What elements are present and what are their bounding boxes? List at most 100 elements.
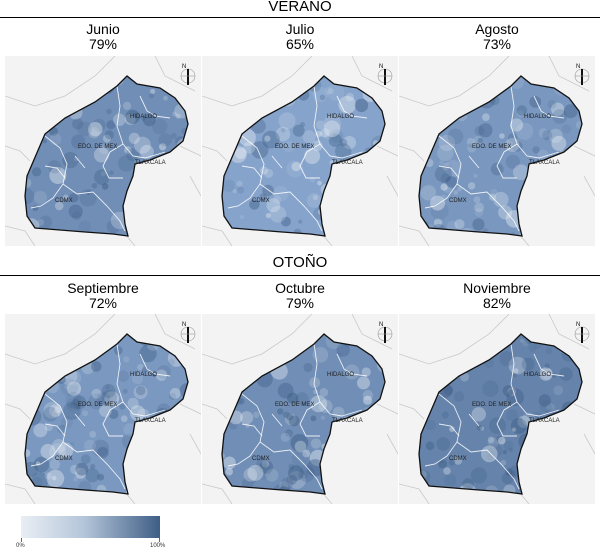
svg-text:N: N bbox=[182, 64, 186, 70]
road-line bbox=[399, 225, 430, 246]
svg-text:N: N bbox=[379, 64, 383, 70]
road-line bbox=[548, 314, 590, 350]
state-label-hidalgo: HIDALGO bbox=[327, 114, 354, 120]
state-label-cdmx: CDMX bbox=[449, 198, 467, 204]
road-line bbox=[5, 56, 116, 107]
road-line bbox=[202, 145, 228, 162]
state-label-cdmx: CDMX bbox=[449, 456, 467, 462]
road-line bbox=[386, 433, 398, 455]
road-line bbox=[583, 175, 595, 197]
road-line bbox=[573, 145, 595, 157]
road-line bbox=[5, 145, 31, 162]
municipal-boundary bbox=[62, 183, 126, 232]
map-canvas: HIDALGO EDO. DE MEX TLAXCALA CDMX N bbox=[5, 56, 201, 246]
road-line bbox=[376, 403, 398, 415]
road-line bbox=[399, 314, 510, 365]
panel-header-septiembre: Septiembre 72% bbox=[5, 281, 201, 311]
road-line bbox=[399, 483, 430, 504]
legend-tick bbox=[21, 538, 22, 542]
percent-value: 73% bbox=[482, 36, 512, 52]
state-label-hidalgo: HIDALGO bbox=[524, 114, 551, 120]
state-label-cdmx: CDMX bbox=[252, 198, 270, 204]
road-line bbox=[154, 56, 196, 92]
state-label-edomex: EDO. DE MEX bbox=[472, 144, 511, 150]
state-label-tlaxcala: TLAXCALA bbox=[529, 160, 560, 166]
map-julio: HIDALGO EDO. DE MEX TLAXCALA CDMX N bbox=[202, 56, 398, 246]
map-octubre: HIDALGO EDO. DE MEX TLAXCALA CDMX N bbox=[202, 314, 398, 504]
municipal-boundary bbox=[241, 155, 283, 179]
panel-header-junio: Junio 79% bbox=[5, 22, 201, 52]
municipal-boundary bbox=[139, 353, 171, 377]
road-line bbox=[386, 175, 398, 197]
legend-tick bbox=[159, 538, 160, 542]
state-label-hidalgo: HIDALGO bbox=[130, 372, 157, 378]
region-fill bbox=[419, 76, 582, 236]
region-fill bbox=[222, 76, 385, 236]
state-label-tlaxcala: TLAXCALA bbox=[529, 418, 560, 424]
state-label-edomex: EDO. DE MEX bbox=[275, 144, 314, 150]
state-label-hidalgo: HIDALGO bbox=[130, 114, 157, 120]
region-fill bbox=[419, 334, 582, 494]
road-line bbox=[351, 56, 393, 92]
section-title-otono: OTOÑO bbox=[272, 254, 328, 271]
map-canvas: HIDALGO EDO. DE MEX TLAXCALA CDMX N bbox=[399, 314, 595, 504]
municipal-boundary bbox=[533, 95, 565, 119]
road-line bbox=[179, 403, 201, 415]
road-line bbox=[399, 56, 510, 107]
state-label-hidalgo: HIDALGO bbox=[524, 372, 551, 378]
section-divider bbox=[0, 275, 600, 276]
region-border bbox=[221, 333, 386, 495]
map-septiembre: HIDALGO EDO. DE MEX TLAXCALA CDMX N bbox=[5, 314, 201, 504]
state-label-edomex: EDO. DE MEX bbox=[275, 402, 314, 408]
map-agosto: HIDALGO EDO. DE MEX TLAXCALA CDMX N bbox=[399, 56, 595, 246]
road-line bbox=[189, 175, 201, 197]
municipal-boundary bbox=[299, 401, 321, 437]
road-line bbox=[5, 225, 36, 246]
state-label-tlaxcala: TLAXCALA bbox=[135, 418, 166, 424]
state-label-edomex: EDO. DE MEX bbox=[472, 402, 511, 408]
north-arrow-icon: N bbox=[574, 64, 590, 85]
state-label-edomex: EDO. DE MEX bbox=[78, 144, 117, 150]
percent-value: 72% bbox=[88, 295, 118, 311]
north-arrow-icon: N bbox=[574, 322, 590, 343]
road-line bbox=[573, 403, 595, 415]
map-canvas: HIDALGO EDO. DE MEX TLAXCALA CDMX N bbox=[202, 314, 398, 504]
state-label-cdmx: CDMX bbox=[55, 198, 73, 204]
road-line bbox=[399, 403, 425, 420]
percent-value: 82% bbox=[482, 295, 512, 311]
road-line bbox=[189, 433, 201, 455]
road-line bbox=[202, 483, 233, 504]
road-line bbox=[376, 145, 398, 157]
municipal-boundary bbox=[299, 143, 321, 179]
panel-header-noviembre: Noviembre 82% bbox=[399, 281, 595, 311]
legend-color-ramp bbox=[21, 516, 160, 538]
state-label-cdmx: CDMX bbox=[55, 456, 73, 462]
road-line bbox=[5, 403, 31, 420]
map-canvas: HIDALGO EDO. DE MEX TLAXCALA CDMX N bbox=[399, 56, 595, 246]
municipal-boundary bbox=[139, 95, 171, 119]
state-label-tlaxcala: TLAXCALA bbox=[332, 160, 363, 166]
municipal-boundary bbox=[336, 95, 368, 119]
state-label-cdmx: CDMX bbox=[252, 456, 270, 462]
section-title-verano: VERANO bbox=[268, 0, 332, 15]
municipal-boundary bbox=[44, 413, 86, 437]
legend-min-label: 0% bbox=[16, 543, 25, 549]
municipal-boundary bbox=[456, 441, 520, 490]
road-line bbox=[548, 56, 590, 92]
municipal-boundary bbox=[241, 413, 283, 437]
region-border bbox=[24, 333, 189, 495]
panel-header-julio: Julio 65% bbox=[202, 22, 398, 52]
north-arrow-icon: N bbox=[377, 64, 393, 85]
municipal-boundary bbox=[102, 143, 124, 179]
map-junio: HIDALGO EDO. DE MEX TLAXCALA CDMX N bbox=[5, 56, 201, 246]
municipal-boundary bbox=[102, 401, 124, 437]
region-fill bbox=[25, 334, 188, 494]
month-label: Noviembre bbox=[463, 280, 531, 296]
percent-value: 79% bbox=[88, 36, 118, 52]
north-arrow-icon: N bbox=[180, 64, 196, 85]
region-border bbox=[221, 75, 386, 237]
month-label: Agosto bbox=[475, 21, 519, 37]
road-line bbox=[202, 403, 228, 420]
municipal-boundary bbox=[44, 155, 86, 179]
municipal-boundary bbox=[496, 143, 518, 179]
